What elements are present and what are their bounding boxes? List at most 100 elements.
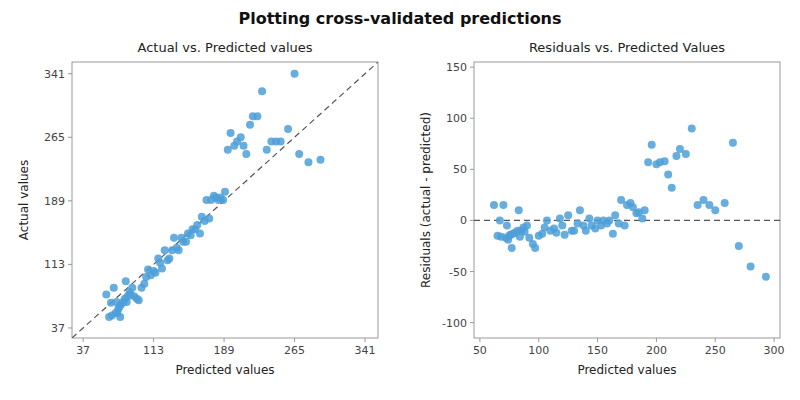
x-tick-label: 300 (764, 344, 785, 357)
point (237, 133, 245, 141)
point (661, 157, 669, 165)
point (284, 125, 292, 133)
panel: Residuals vs. Predicted Values 50 100 150 20… (419, 40, 785, 377)
y-tick-label: 189 (44, 195, 65, 208)
point (304, 158, 312, 166)
point (609, 230, 617, 238)
x-tick (656, 338, 657, 342)
zero-line (474, 220, 780, 221)
point (499, 201, 507, 209)
point (295, 150, 303, 158)
point (175, 246, 183, 254)
panel-title: Actual vs. Predicted values (137, 40, 312, 55)
point (165, 255, 173, 263)
y-tick (68, 264, 72, 265)
y-tick-label: 341 (44, 68, 65, 81)
point (711, 206, 719, 214)
x-tick-label: 100 (528, 344, 549, 357)
point (242, 150, 250, 158)
point (621, 222, 629, 230)
panel-title: Residuals vs. Predicted Values (529, 40, 725, 55)
point (558, 222, 566, 230)
point (182, 238, 190, 246)
point (543, 216, 551, 224)
y-axis-label: Residuals (actual - predicted) (419, 112, 433, 288)
point (664, 170, 672, 178)
x-tick-label: 200 (646, 344, 667, 357)
point (161, 246, 169, 254)
y-tick-label: 50 (453, 163, 467, 176)
x-tick (538, 338, 539, 342)
point (561, 231, 569, 239)
x-tick-label: 189 (214, 344, 235, 357)
x-tick (479, 338, 480, 342)
point (641, 206, 649, 214)
plot-area (72, 62, 378, 338)
point (668, 184, 676, 192)
point (496, 216, 504, 224)
point (688, 124, 696, 132)
x-tick (715, 338, 716, 342)
x-tick (153, 338, 154, 342)
point (638, 214, 646, 222)
y-tick-label: -100 (442, 317, 467, 330)
point (515, 206, 523, 214)
point (490, 201, 498, 209)
point (253, 112, 261, 120)
point (682, 150, 690, 158)
point (140, 280, 148, 288)
point (170, 234, 178, 242)
point (193, 221, 201, 229)
point (258, 87, 266, 95)
point (672, 152, 680, 160)
x-tick (597, 338, 598, 342)
x-tick (83, 338, 84, 342)
identity-line (72, 62, 378, 338)
point (277, 137, 285, 145)
point (116, 313, 124, 321)
point (263, 146, 271, 154)
plot-area (474, 124, 780, 280)
point (644, 158, 652, 166)
point (135, 296, 143, 304)
point (585, 214, 593, 222)
y-tick (68, 137, 72, 138)
point (110, 284, 118, 292)
y-tick (68, 200, 72, 201)
x-tick-label: 150 (587, 344, 608, 357)
point (531, 244, 539, 252)
y-tick (470, 67, 474, 68)
y-tick-label: 265 (44, 131, 65, 144)
point (219, 196, 227, 204)
point (552, 229, 560, 237)
point (721, 199, 729, 207)
panel: Actual vs. Predicted values 37 113 189 265 34… (17, 40, 378, 377)
point (564, 211, 572, 219)
point (317, 156, 325, 164)
x-tick (365, 338, 366, 342)
point (246, 121, 254, 129)
point (570, 227, 578, 235)
point (523, 222, 531, 230)
x-tick-label: 113 (143, 344, 164, 357)
y-tick (68, 73, 72, 74)
y-tick (470, 118, 474, 119)
point (503, 222, 511, 230)
point (122, 277, 130, 285)
point (729, 139, 737, 147)
point (648, 141, 656, 149)
y-tick (470, 322, 474, 323)
x-tick (294, 338, 295, 342)
y-tick (68, 327, 72, 328)
y-tick (470, 220, 474, 221)
chart-title: Plotting cross-validated predictions (238, 9, 561, 28)
x-tick-label: 265 (284, 344, 305, 357)
point (102, 291, 110, 299)
x-axis-label: Predicted values (175, 363, 274, 377)
point (240, 142, 248, 150)
y-tick-label: 113 (44, 258, 65, 271)
point (128, 284, 136, 292)
point (576, 206, 584, 214)
y-tick-label: 37 (51, 322, 65, 335)
x-tick (774, 338, 775, 342)
